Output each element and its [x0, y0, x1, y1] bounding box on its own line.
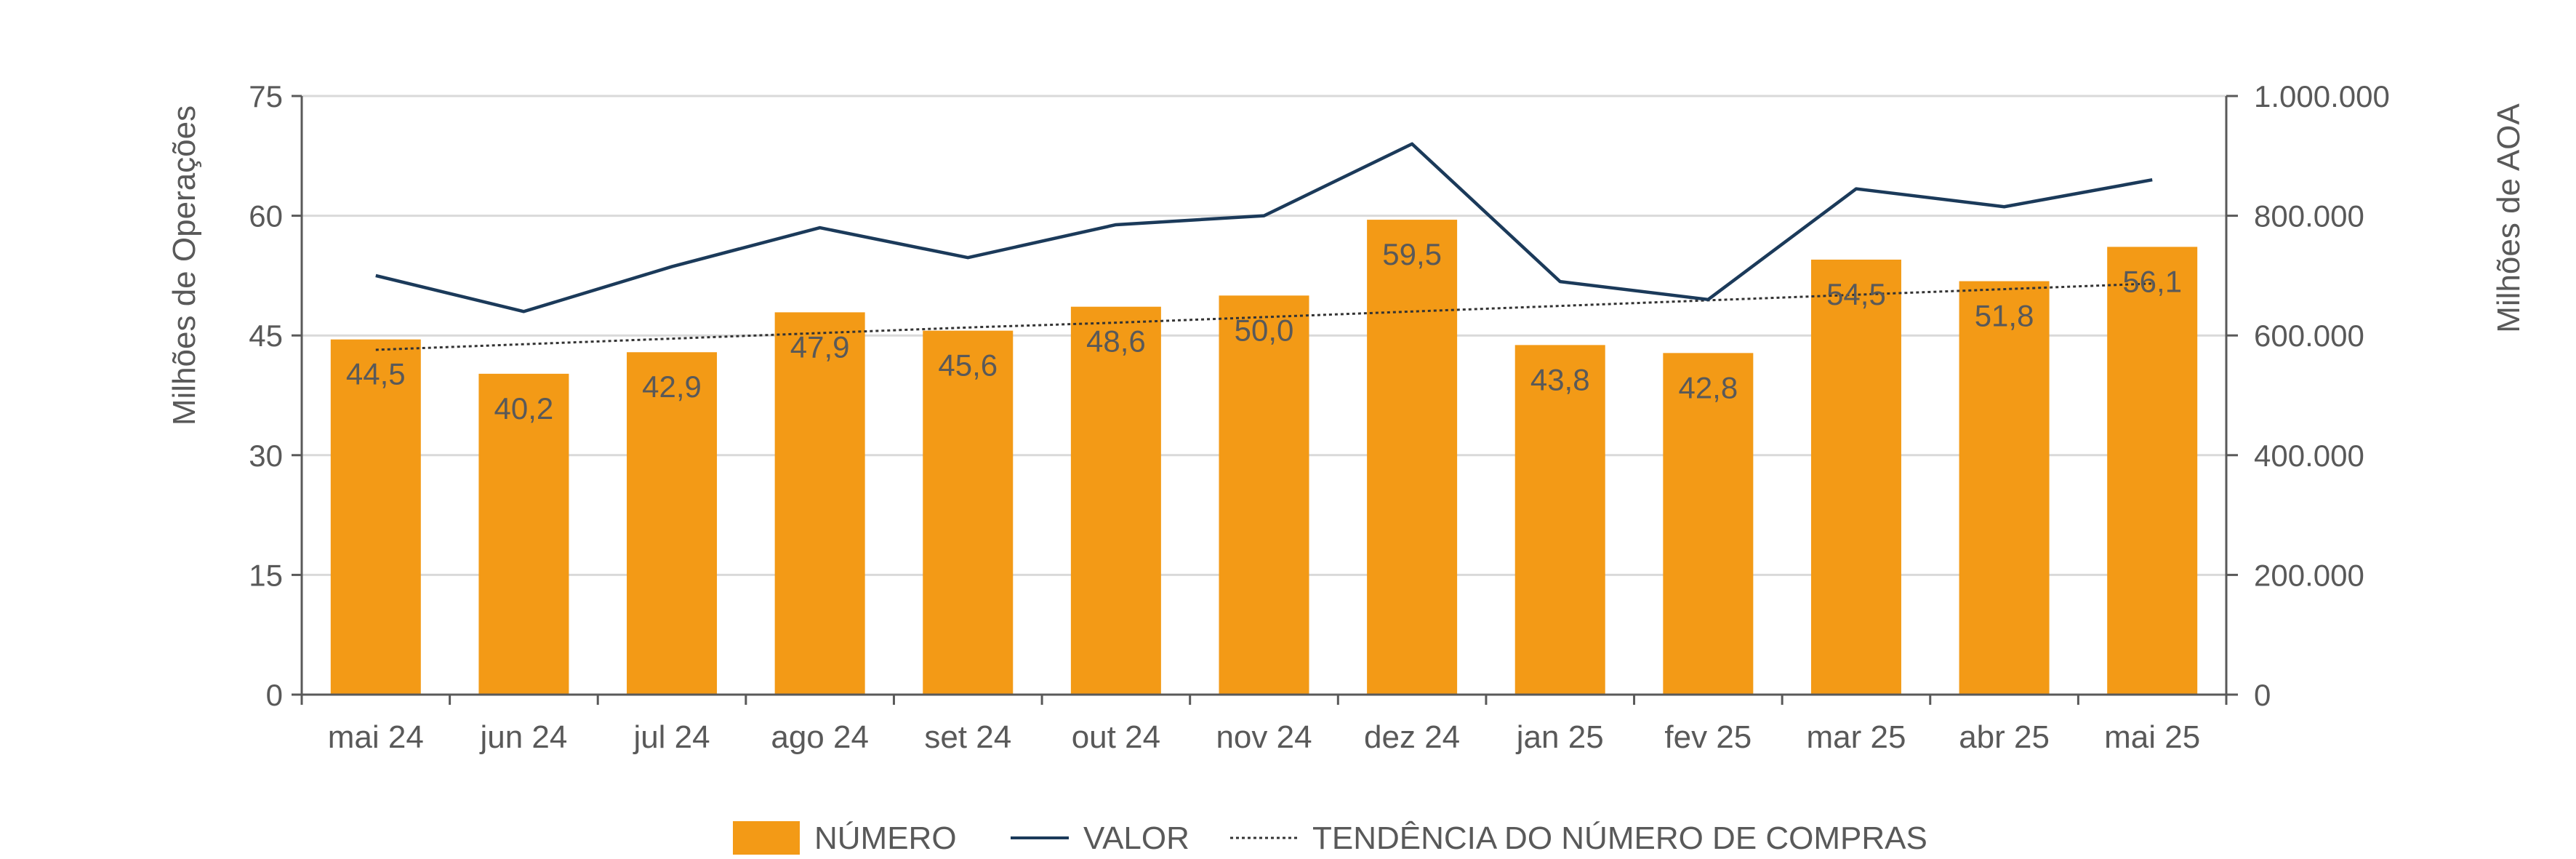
x-tick-label: jan 25: [1515, 719, 1604, 755]
bar: [774, 312, 865, 695]
right-tick-label: 800.000: [2254, 199, 2364, 233]
bar-data-labels: 44,5 40,2 42,9 47,9 45,6 48,6 50,0 59,5 43,8 42,8…: [346, 237, 2182, 425]
x-tick-label: ago 24: [771, 719, 869, 755]
x-tick-label: jun 24: [478, 719, 567, 755]
right-axis-ticks: 0 200.000 400.000 600.000 800.000 1.000.000: [2226, 79, 2390, 712]
bar: [478, 373, 569, 695]
bar: [923, 330, 1014, 695]
axes: [300, 96, 2228, 705]
bar-data-label: 50,0: [1235, 313, 1294, 347]
legend-swatch-numero: [733, 821, 800, 855]
left-tick-label: 15: [249, 558, 283, 592]
bar-data-label: 56,1: [2122, 264, 2182, 298]
left-tick-label: 45: [249, 319, 283, 353]
left-tick-label: 60: [249, 199, 283, 233]
left-axis-ticks: 0 15 30 45 60 75: [249, 79, 302, 712]
bar-data-label: 48,6: [1086, 324, 1146, 359]
x-tick-label: mai 25: [2104, 719, 2200, 755]
right-tick-label: 1.000.000: [2254, 79, 2390, 113]
bar: [1070, 306, 1161, 695]
line-series-valor: [375, 142, 2153, 313]
bar-data-label: 40,2: [494, 391, 554, 425]
bar-data-label: 47,9: [790, 329, 850, 364]
bar: [1367, 220, 1458, 695]
bar-data-label: 42,9: [642, 369, 702, 404]
legend: NÚMERO VALOR TENDÊNCIA DO NÚMERO DE COMP…: [733, 820, 1927, 856]
bar: [1663, 353, 1754, 695]
x-tick-label: mai 24: [328, 719, 424, 755]
x-tick-label: abr 25: [1959, 719, 2050, 755]
right-tick-label: 600.000: [2254, 319, 2364, 353]
x-tick-label: dez 24: [1364, 719, 1460, 755]
x-tick-label: fev 25: [1664, 719, 1752, 755]
bar-data-label: 54,5: [1826, 277, 1886, 311]
left-tick-label: 75: [249, 79, 283, 113]
x-tick-label: out 24: [1072, 719, 1160, 755]
bar: [1219, 295, 1309, 695]
bar: [1810, 259, 1901, 695]
x-tick-label: mar 25: [1806, 719, 1906, 755]
right-tick-label: 200.000: [2254, 558, 2364, 592]
bar: [2107, 247, 2198, 695]
bar-data-label: 59,5: [1382, 237, 1442, 271]
legend-label-trend: TENDÊNCIA DO NÚMERO DE COMPRAS: [1312, 820, 1927, 856]
bar-data-label: 44,5: [346, 357, 406, 391]
bar: [1959, 281, 2050, 695]
right-tick-label: 400.000: [2254, 439, 2364, 473]
left-tick-label: 0: [266, 678, 283, 712]
x-axis-ticks: mai 24 jun 24 jul 24 ago 24 set 24 out 24 nov …: [328, 719, 2200, 755]
left-axis-title: Milhões de Operações: [166, 105, 202, 425]
x-tick-label: nov 24: [1216, 719, 1312, 755]
bar: [330, 339, 421, 695]
bar-data-label: 45,6: [938, 348, 998, 383]
x-tick-label: jul 24: [632, 719, 710, 755]
bar-data-label: 43,8: [1530, 362, 1590, 396]
bar-data-label: 42,8: [1678, 370, 1738, 404]
right-tick-label: 0: [2254, 678, 2271, 712]
x-tick-label: set 24: [924, 719, 1011, 755]
legend-label-numero: NÚMERO: [814, 820, 957, 856]
bar-data-label: 51,8: [1975, 299, 2034, 333]
legend-label-valor: VALOR: [1083, 820, 1189, 856]
right-axis-title: Milhões de AOA: [2491, 103, 2527, 333]
bar: [1514, 345, 1605, 695]
bar: [627, 352, 718, 695]
left-tick-label: 30: [249, 439, 283, 473]
bar-series-numero: [330, 220, 2198, 695]
